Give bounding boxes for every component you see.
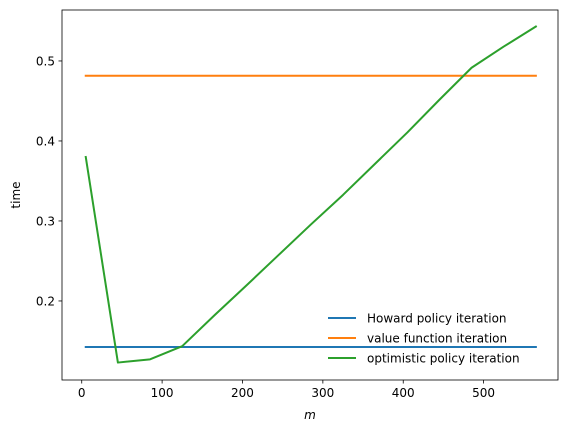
y-tick-label-2: 0.4 <box>36 134 55 148</box>
legend: Howard policy iteration value function it… <box>328 311 520 365</box>
axes-layer: 0 100 200 300 400 500 0.2 0.3 0.4 0.5 <box>36 9 559 400</box>
x-axis-label: m <box>304 408 316 422</box>
y-tick-label-1: 0.3 <box>36 214 55 228</box>
legend-label-1: value function iteration <box>367 331 507 345</box>
series-layer <box>84 25 538 364</box>
axes-frame <box>61 9 559 381</box>
plot-area <box>62 10 558 380</box>
y-axis-label: time <box>9 181 23 208</box>
x-tick-label-2: 200 <box>231 386 254 400</box>
legend-label-2: optimistic policy iteration <box>367 351 520 365</box>
series-line-2 <box>84 25 538 364</box>
x-tick-label-1: 100 <box>151 386 174 400</box>
legend-label-0: Howard policy iteration <box>367 311 507 325</box>
y-tick-label-0: 0.2 <box>36 294 55 308</box>
x-tick-label-4: 400 <box>392 386 415 400</box>
x-tick-label-0: 0 <box>78 386 86 400</box>
x-tick-label-5: 500 <box>472 386 495 400</box>
y-tick-label-3: 0.5 <box>36 54 55 68</box>
x-tick-label-3: 300 <box>311 386 334 400</box>
